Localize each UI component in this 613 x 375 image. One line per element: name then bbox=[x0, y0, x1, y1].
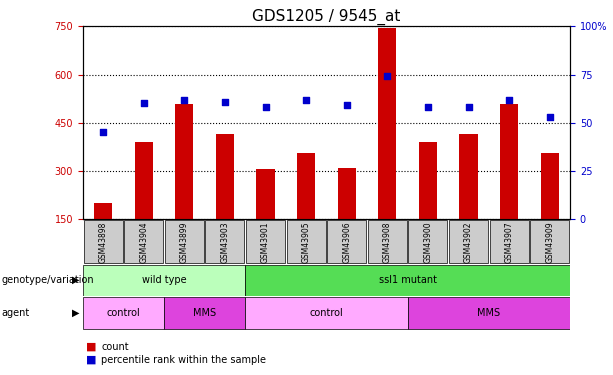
Bar bbox=[256, 170, 275, 268]
Point bbox=[139, 100, 148, 106]
Text: GSM43903: GSM43903 bbox=[221, 221, 229, 262]
Point bbox=[342, 102, 352, 108]
Bar bbox=[83, 297, 164, 329]
Bar bbox=[541, 153, 559, 268]
Bar bbox=[245, 297, 408, 329]
Bar bbox=[246, 220, 285, 264]
Bar bbox=[338, 168, 356, 268]
Bar bbox=[378, 28, 397, 268]
Bar bbox=[408, 220, 447, 264]
Text: ssl1 mutant: ssl1 mutant bbox=[379, 275, 436, 285]
Text: genotype/variation: genotype/variation bbox=[1, 275, 94, 285]
Bar bbox=[175, 104, 194, 268]
Point bbox=[220, 99, 230, 105]
Bar bbox=[245, 265, 570, 296]
Text: GSM43902: GSM43902 bbox=[464, 221, 473, 262]
Bar bbox=[327, 220, 366, 264]
Point bbox=[301, 97, 311, 103]
Bar bbox=[368, 220, 407, 264]
Text: GSM43907: GSM43907 bbox=[504, 221, 514, 262]
Text: ▶: ▶ bbox=[72, 275, 80, 285]
Text: ■: ■ bbox=[86, 342, 96, 352]
Text: MMS: MMS bbox=[193, 308, 216, 318]
Bar bbox=[408, 297, 570, 329]
Text: percentile rank within the sample: percentile rank within the sample bbox=[101, 355, 266, 365]
Text: GSM43900: GSM43900 bbox=[424, 221, 432, 262]
Point bbox=[545, 114, 555, 120]
Bar bbox=[216, 134, 234, 268]
Bar bbox=[287, 220, 326, 264]
Text: count: count bbox=[101, 342, 129, 352]
Bar bbox=[83, 220, 123, 264]
Bar bbox=[205, 220, 245, 264]
Point bbox=[383, 74, 392, 80]
Text: control: control bbox=[107, 308, 140, 318]
Bar bbox=[164, 297, 245, 329]
Point bbox=[180, 97, 189, 103]
Text: agent: agent bbox=[1, 308, 29, 318]
Point bbox=[98, 129, 108, 135]
Text: GSM43905: GSM43905 bbox=[302, 221, 311, 262]
Text: GSM43906: GSM43906 bbox=[342, 221, 351, 262]
Point bbox=[504, 97, 514, 103]
Text: ▶: ▶ bbox=[72, 308, 80, 318]
Bar bbox=[297, 153, 315, 268]
Bar bbox=[490, 220, 528, 264]
Text: GSM43901: GSM43901 bbox=[261, 221, 270, 262]
Point bbox=[463, 104, 473, 110]
Text: GSM43899: GSM43899 bbox=[180, 221, 189, 262]
Bar bbox=[124, 220, 163, 264]
Text: GSM43909: GSM43909 bbox=[546, 221, 554, 262]
Bar bbox=[459, 134, 478, 268]
Text: control: control bbox=[310, 308, 343, 318]
Text: GSM43904: GSM43904 bbox=[139, 221, 148, 262]
Text: MMS: MMS bbox=[478, 308, 500, 318]
Bar bbox=[165, 220, 204, 264]
Bar bbox=[83, 265, 245, 296]
Bar bbox=[500, 104, 519, 268]
Bar bbox=[419, 142, 437, 268]
Point bbox=[423, 104, 433, 110]
Text: ■: ■ bbox=[86, 355, 96, 365]
Bar bbox=[530, 220, 569, 264]
Bar bbox=[449, 220, 488, 264]
Bar bbox=[94, 203, 112, 268]
Text: GSM43908: GSM43908 bbox=[383, 221, 392, 262]
Bar bbox=[134, 142, 153, 268]
Text: GSM43898: GSM43898 bbox=[99, 221, 107, 262]
Text: wild type: wild type bbox=[142, 275, 186, 285]
Point bbox=[261, 104, 270, 110]
Title: GDS1205 / 9545_at: GDS1205 / 9545_at bbox=[252, 9, 401, 25]
